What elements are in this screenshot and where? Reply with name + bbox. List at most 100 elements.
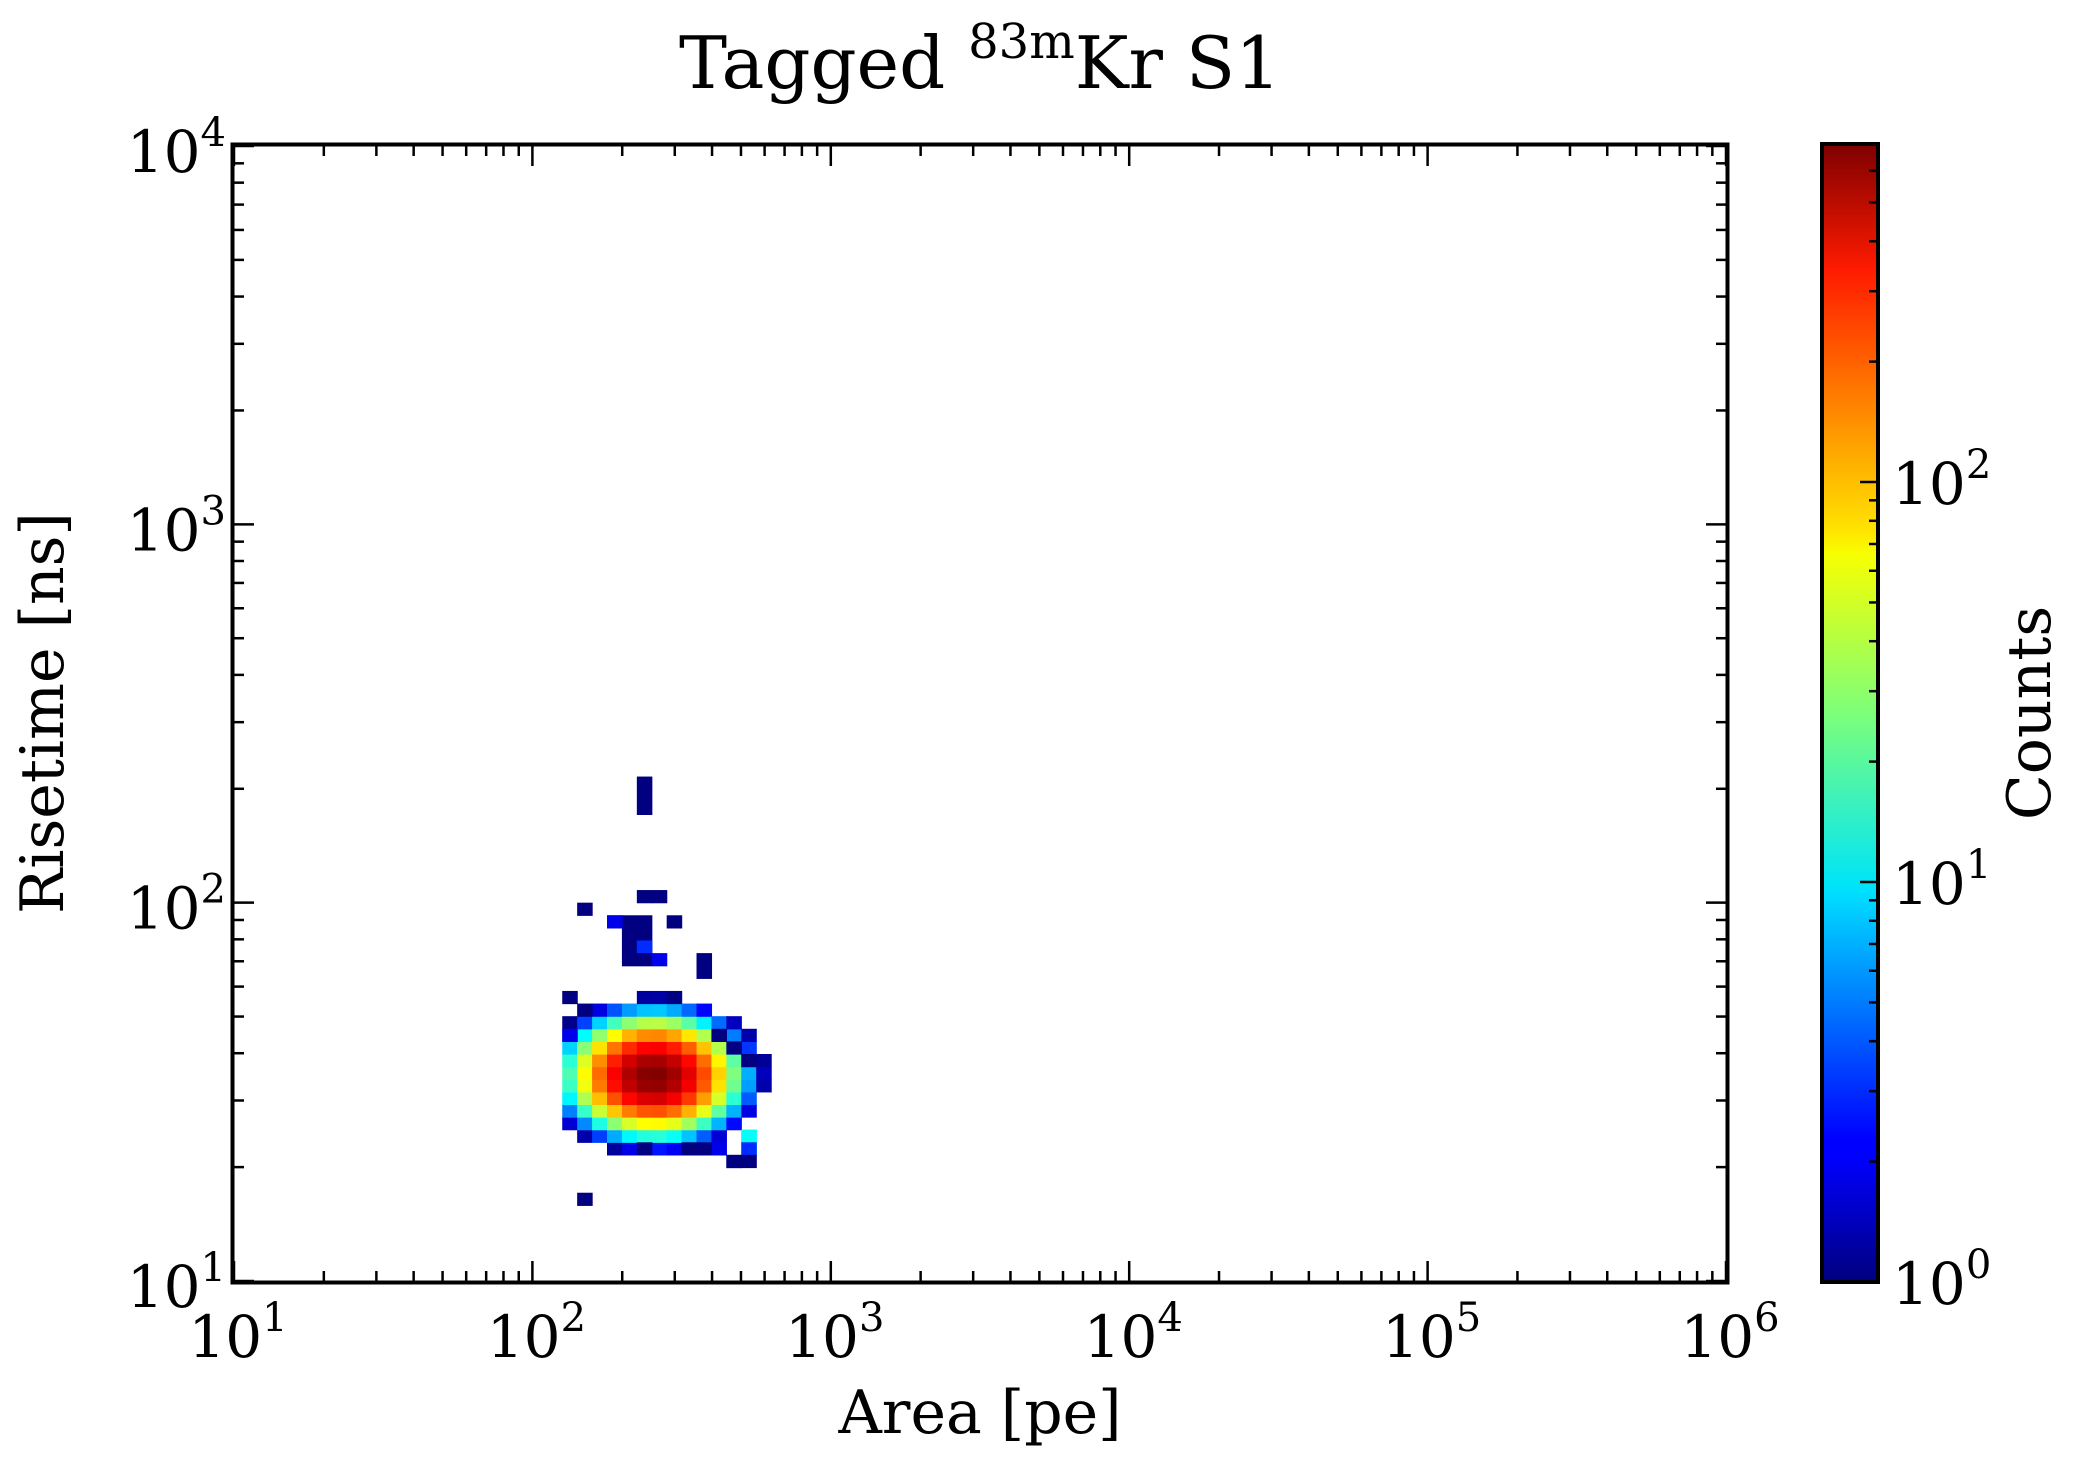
y-tick-label: 102 xyxy=(127,867,226,943)
colorbar-tick-label-base: 10 xyxy=(1892,450,1966,518)
heatmap-cell xyxy=(607,1142,623,1156)
heatmap-cell xyxy=(711,1016,727,1030)
heatmap-cell xyxy=(681,1066,698,1080)
heatmap-cell xyxy=(696,953,713,967)
y-tick-label-exponent: 2 xyxy=(201,867,226,913)
heatmap-cell xyxy=(621,1054,638,1068)
heatmap-cell xyxy=(651,1117,668,1131)
y-tick-label-base: 10 xyxy=(127,875,201,943)
x-tick-label-exponent: 2 xyxy=(561,1295,586,1341)
heatmap-cell xyxy=(607,1003,623,1017)
heatmap-cell xyxy=(607,1028,623,1042)
heatmap-cell xyxy=(592,1104,608,1118)
heatmap-cell xyxy=(577,1129,593,1143)
heatmap-cell xyxy=(651,1104,668,1118)
heatmap-cell xyxy=(711,1142,727,1156)
heatmap-cell xyxy=(577,1054,593,1068)
x-tick-label-base: 10 xyxy=(487,1303,561,1371)
colorbar-tick-label: 101 xyxy=(1892,842,1991,918)
x-tick-label-exponent: 6 xyxy=(1754,1295,1779,1341)
heatmap-cell xyxy=(562,1117,578,1131)
heatmap-cell xyxy=(681,1091,698,1106)
heatmap-cell xyxy=(621,1028,638,1042)
heatmap-cell xyxy=(726,1117,742,1131)
heatmap-cell xyxy=(636,915,653,929)
heatmap-cell xyxy=(741,1066,757,1080)
heatmap-cell xyxy=(651,1003,668,1017)
heatmap-cell xyxy=(562,1054,578,1068)
y-tick-label: 104 xyxy=(127,110,226,186)
heatmap-cell xyxy=(562,990,578,1005)
heatmap-cell xyxy=(696,1054,713,1068)
heatmap-cell xyxy=(636,1003,653,1017)
heatmap-cell xyxy=(741,1129,757,1143)
heatmap-cell xyxy=(741,1091,757,1106)
heatmap-cell xyxy=(621,1104,638,1118)
colorbar-tick-label-base: 10 xyxy=(1892,850,1966,918)
heatmap-cell xyxy=(726,1091,742,1106)
heatmap-cell xyxy=(711,1066,727,1080)
x-tick-label-exponent: 5 xyxy=(1456,1295,1481,1341)
heatmap-cell xyxy=(577,1091,593,1106)
y-tick-label-exponent: 4 xyxy=(201,110,226,156)
x-tick-label: 101 xyxy=(188,1295,287,1371)
x-tick-label-base: 10 xyxy=(1084,1303,1158,1371)
heatmap-cell xyxy=(726,1016,742,1030)
colorbar-tick-label-base: 10 xyxy=(1892,1250,1966,1318)
heatmap-cell xyxy=(651,1079,668,1093)
heatmap-cell xyxy=(636,1104,653,1118)
heatmap-cell xyxy=(741,1079,757,1093)
heatmap-cell xyxy=(711,1028,727,1042)
heatmap-cell xyxy=(621,953,638,967)
heatmap-cell xyxy=(711,1054,727,1068)
heatmap-cell xyxy=(636,1091,653,1106)
heatmap-cell xyxy=(621,1117,638,1131)
heatmap-cell xyxy=(636,801,653,815)
heatmap-cell xyxy=(726,1066,742,1080)
heatmap-cell xyxy=(666,1117,683,1131)
heatmap-cell xyxy=(651,1028,668,1042)
y-tick-label-base: 10 xyxy=(127,1253,201,1321)
x-tick-label: 103 xyxy=(785,1295,884,1371)
heatmap-cells xyxy=(562,776,772,1206)
heatmap-cell xyxy=(562,1104,578,1118)
heatmap-cell xyxy=(607,1054,623,1068)
heatmap-cell xyxy=(726,1041,742,1055)
x-tick-label-exponent: 4 xyxy=(1157,1295,1182,1341)
heatmap-cell xyxy=(621,1066,638,1080)
colorbar xyxy=(1820,142,1880,1284)
heatmap-cell xyxy=(592,1129,608,1143)
heatmap-cell xyxy=(666,1142,683,1156)
heatmap-cell xyxy=(607,1104,623,1118)
heatmap-cell xyxy=(741,1154,757,1169)
heatmap-cell xyxy=(696,1104,713,1118)
heatmap-cell xyxy=(636,890,653,904)
heatmap-cell xyxy=(651,1091,668,1106)
heatmap-cell xyxy=(681,1129,698,1143)
heatmap-cell xyxy=(756,1054,772,1068)
x-tick-label-base: 10 xyxy=(1680,1303,1754,1371)
heatmap-cell xyxy=(696,1117,713,1131)
y-tick-label-base: 10 xyxy=(127,118,201,186)
heatmap-cell xyxy=(681,1142,698,1156)
heatmap-cell xyxy=(666,1041,683,1055)
chart-title-superscript: 83m xyxy=(968,14,1075,70)
heatmap-cell xyxy=(741,1142,757,1156)
heatmap-cell xyxy=(711,1041,727,1055)
heatmap-cell xyxy=(562,1016,578,1030)
heatmap-cell xyxy=(607,1016,623,1030)
heatmap-cell xyxy=(681,1028,698,1042)
heatmap-cell xyxy=(562,1041,578,1055)
heatmap-cell xyxy=(696,1003,713,1017)
heatmap-cell xyxy=(696,1142,713,1156)
heatmap-cell xyxy=(621,1003,638,1017)
heatmap-cell xyxy=(696,1028,713,1042)
heatmap-cell xyxy=(621,1079,638,1093)
colorbar-title: Counts xyxy=(1995,606,2065,820)
heatmap-cell xyxy=(696,1079,713,1093)
y-tick-label-exponent: 1 xyxy=(201,1245,226,1291)
axis-ticks xyxy=(232,144,1728,1283)
heatmap-cell xyxy=(636,1054,653,1068)
heatmap-cell xyxy=(696,1016,713,1030)
